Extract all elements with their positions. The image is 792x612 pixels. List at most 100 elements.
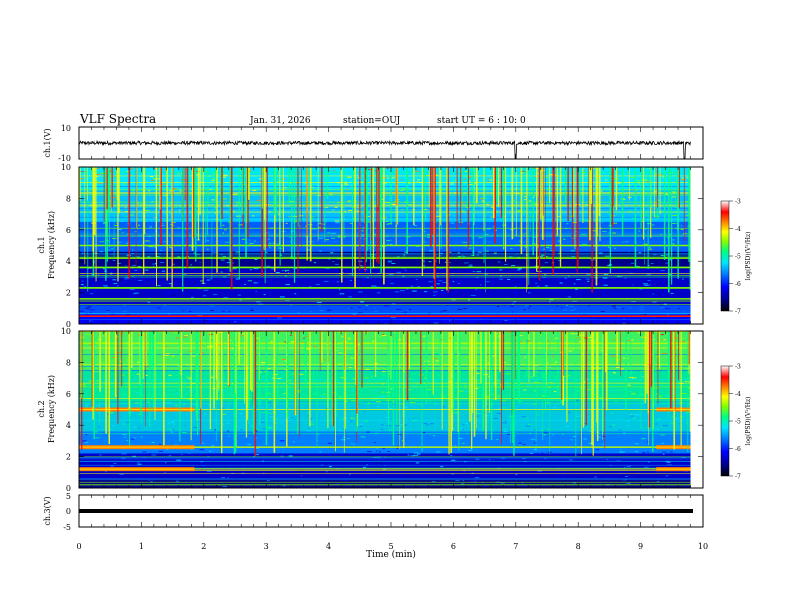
spectrogram-cell bbox=[650, 285, 653, 287]
spectrogram-cell bbox=[404, 251, 408, 253]
spectrogram-cell bbox=[479, 485, 483, 487]
spectrogram-cell bbox=[628, 209, 631, 211]
spectrogram-cell bbox=[593, 367, 596, 369]
spectrogram-cell bbox=[397, 256, 400, 258]
spectrogram-cell bbox=[684, 485, 688, 487]
spectrogram-cell bbox=[635, 266, 640, 267]
spectrogram-cell bbox=[171, 355, 173, 357]
spectrogram-cell bbox=[442, 282, 447, 283]
spectrogram-cell bbox=[532, 466, 536, 468]
spectrogram-cell bbox=[468, 247, 472, 249]
spectrogram-cell bbox=[212, 294, 218, 296]
spectrogram-cell bbox=[297, 312, 301, 314]
spectrogram-cell bbox=[123, 304, 126, 306]
spectrogram-cell bbox=[357, 402, 360, 404]
spectrogram-cell bbox=[408, 182, 411, 184]
colorbar-tick-label: -7 bbox=[735, 309, 741, 316]
spectrogram-cell bbox=[684, 413, 687, 415]
spectrogram-cell bbox=[404, 271, 409, 273]
spectrogram-cell bbox=[303, 477, 305, 479]
spectrogram-cell bbox=[364, 435, 366, 437]
spectrogram-cell bbox=[332, 209, 335, 211]
spectrogram-cell bbox=[93, 370, 99, 372]
spectrogram-cell bbox=[444, 261, 447, 263]
spectrogram-cell bbox=[564, 407, 566, 409]
spectrogram-cell bbox=[191, 449, 193, 451]
spectrogram-cell bbox=[679, 416, 685, 418]
spectrogram-cell bbox=[90, 312, 92, 314]
spectrogram-cell bbox=[428, 368, 431, 369]
spectrogram-cell bbox=[672, 354, 674, 356]
spectrogram-cell bbox=[192, 404, 196, 406]
spectrogram-cell bbox=[331, 237, 336, 239]
spectrogram-cell bbox=[629, 376, 634, 378]
spectrogram-cell bbox=[581, 244, 587, 245]
spectrogram-cell bbox=[177, 256, 180, 258]
spectrogram-cell bbox=[84, 364, 86, 366]
spectrogram-cell bbox=[292, 383, 296, 385]
y-tick-label: 8 bbox=[66, 358, 71, 367]
spectrogram-cell bbox=[335, 222, 340, 224]
spectrogram-cell bbox=[175, 442, 180, 444]
spectrogram-cell bbox=[312, 379, 316, 381]
spectrogram-cell bbox=[597, 383, 601, 385]
spectrogram-cell bbox=[383, 221, 387, 223]
spectrogram-cell bbox=[188, 389, 193, 391]
spectrogram-cell bbox=[85, 434, 88, 436]
spectrogram-cell bbox=[412, 386, 417, 387]
spectrogram-cell bbox=[575, 333, 580, 335]
spectrogram-cell bbox=[384, 366, 390, 368]
spectrogram-cell bbox=[496, 210, 499, 212]
spectrogram-cell bbox=[639, 309, 644, 311]
spectrogram-cell bbox=[117, 241, 122, 243]
spectrogram-cell bbox=[176, 436, 181, 438]
spectrogram-cell bbox=[223, 339, 225, 341]
spectrogram-cell bbox=[581, 172, 586, 174]
spectrogram-cell bbox=[326, 449, 330, 451]
spectrogram-cell bbox=[175, 392, 179, 394]
spectrogram-cell bbox=[516, 406, 519, 408]
spectrogram-cell bbox=[563, 239, 566, 240]
ch3-ytick-top: 5 bbox=[66, 492, 71, 501]
spectrogram-cell bbox=[529, 376, 534, 378]
spectrogram-cell bbox=[356, 320, 358, 322]
spectrogram-cell bbox=[650, 263, 654, 264]
spectrogram-cell bbox=[590, 462, 595, 464]
spectrogram-cell bbox=[277, 181, 282, 183]
spectrogram-cell bbox=[442, 396, 445, 398]
spectrogram-cell bbox=[649, 180, 651, 182]
spectrogram-cell bbox=[397, 445, 400, 447]
spectrogram-cell bbox=[430, 368, 433, 370]
spectrogram-cell bbox=[544, 429, 547, 431]
spectrogram-cell bbox=[660, 270, 665, 272]
spectrogram-cell bbox=[602, 443, 605, 445]
spectrogram-cell bbox=[396, 271, 401, 273]
spectrogram-cell bbox=[403, 254, 405, 256]
spectrogram-cell bbox=[357, 344, 360, 346]
spectrogram-cell bbox=[643, 336, 645, 338]
spectrogram-cell bbox=[279, 440, 285, 442]
spectrogram-cell bbox=[388, 422, 393, 424]
spectrogram-cell bbox=[170, 285, 173, 287]
spectrogram-cell bbox=[413, 373, 416, 375]
spectrogram-cell bbox=[512, 205, 515, 206]
spectrogram-cell bbox=[431, 406, 433, 408]
spectrogram-cell bbox=[91, 167, 94, 169]
spectrogram-cell bbox=[166, 295, 169, 297]
spectrogram-cell bbox=[296, 183, 299, 184]
spectrogram-cell bbox=[387, 295, 391, 297]
spectrogram-cell bbox=[628, 391, 633, 393]
spectrogram-cell bbox=[202, 295, 207, 297]
spectrogram-cell bbox=[298, 373, 304, 375]
spectrogram-cell bbox=[409, 450, 414, 452]
spectrogram-cell bbox=[671, 196, 676, 198]
spectrogram-cell bbox=[303, 374, 305, 376]
spectrogram-cell bbox=[99, 454, 102, 456]
spectrogram-cell bbox=[285, 300, 290, 301]
spectrogram-cell bbox=[524, 246, 528, 248]
spectrogram-cell bbox=[660, 434, 665, 436]
spectrogram-cell bbox=[283, 321, 286, 323]
spectrogram-cell bbox=[220, 228, 223, 230]
spectrogram-cell bbox=[267, 427, 273, 429]
spectrogram-cell bbox=[473, 479, 479, 481]
